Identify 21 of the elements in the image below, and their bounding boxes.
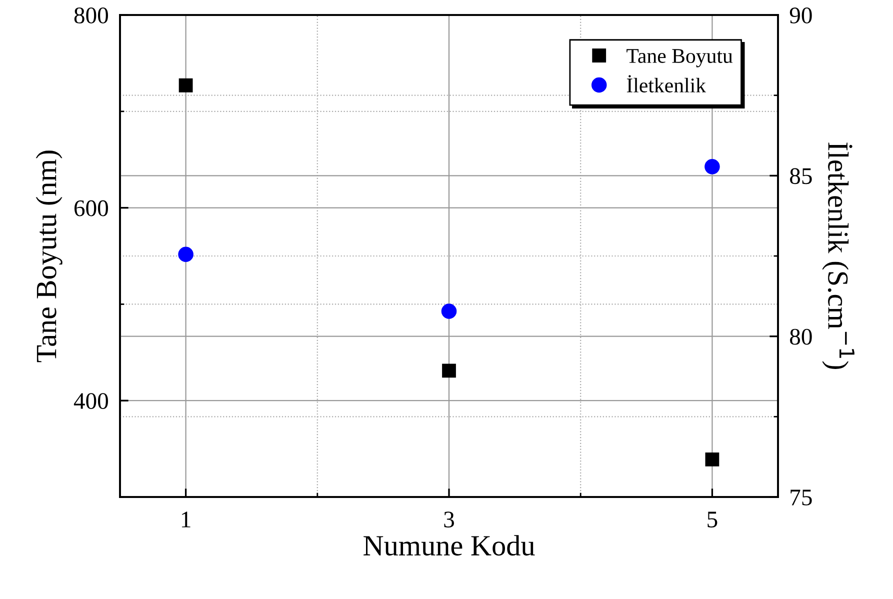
x-tick-label: 5: [708, 512, 718, 528]
point: [441, 304, 457, 319]
y-tick-label: 800: [74, 7, 108, 24]
y2-tick-label: 80: [790, 328, 812, 345]
x-axis-title: Numune Kodu: [364, 535, 535, 556]
point: [442, 364, 456, 378]
point: [704, 159, 720, 174]
point: [178, 246, 194, 262]
x-tick-label: 3: [444, 512, 454, 528]
y-tick-label: 600: [74, 200, 108, 216]
x-tick-label: 1: [182, 512, 190, 528]
y2-tick-label: 90: [790, 7, 812, 24]
y-axis-title: Tane Boyutu (nm): [36, 150, 62, 362]
y-tick-label: 400: [74, 393, 108, 410]
legend-label: Tane Boyutu: [626, 49, 733, 68]
y2-axis-title: İletkenlik (S.cm$^{−1}$): [822, 142, 854, 370]
y2-tick-label: 75: [790, 490, 812, 506]
y2-tick-label: 85: [790, 168, 812, 184]
legend-label: İletkenlik: [626, 75, 706, 92]
point: [705, 452, 720, 466]
point: [178, 78, 193, 92]
